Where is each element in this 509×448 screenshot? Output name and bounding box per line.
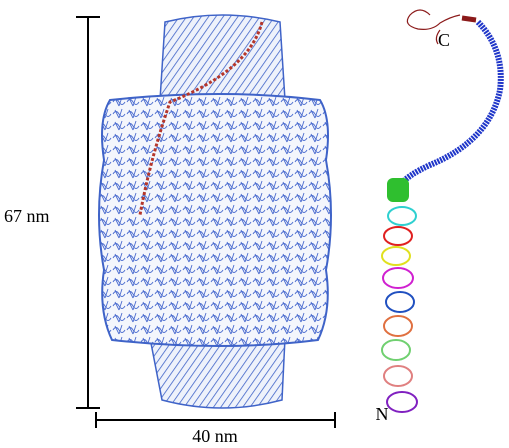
height-label: 67 nm bbox=[4, 206, 50, 226]
vault-particle bbox=[99, 15, 331, 408]
width-label: 40 nm bbox=[192, 426, 238, 446]
figure: 67 nm 40 nm C N bbox=[0, 0, 509, 448]
protein-chain bbox=[382, 10, 501, 412]
n-terminus-label: N bbox=[376, 404, 389, 424]
c-terminus-label: C bbox=[438, 30, 450, 50]
